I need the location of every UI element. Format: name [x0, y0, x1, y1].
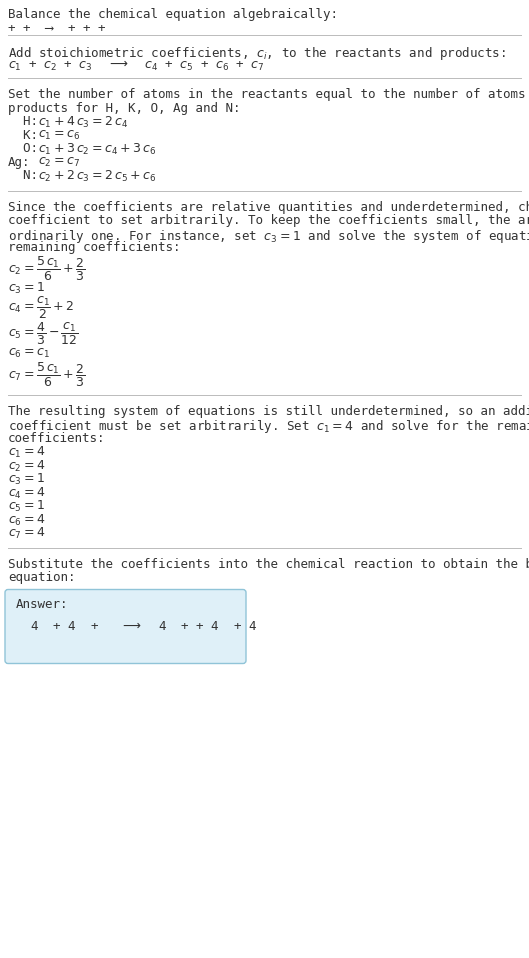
- Text: coefficients:: coefficients:: [8, 431, 105, 445]
- Text: remaining coefficients:: remaining coefficients:: [8, 241, 180, 254]
- Text: ordinarily one. For instance, set $c_3 = 1$ and solve the system of equations fo: ordinarily one. For instance, set $c_3 =…: [8, 227, 529, 244]
- Text: K:: K:: [8, 128, 38, 142]
- Text: Answer:: Answer:: [16, 599, 68, 611]
- FancyBboxPatch shape: [5, 589, 246, 664]
- Text: $c_1 = 4$: $c_1 = 4$: [8, 445, 45, 460]
- Text: + +  ⟶  + + +: + + ⟶ + + +: [8, 21, 105, 34]
- Text: $c_1 + 3\,c_2 = c_4 + 3\,c_6$: $c_1 + 3\,c_2 = c_4 + 3\,c_6$: [38, 142, 156, 157]
- Text: $c_2 = \dfrac{5\,c_1}{6} + \dfrac{2}{3}$: $c_2 = \dfrac{5\,c_1}{6} + \dfrac{2}{3}$: [8, 255, 86, 283]
- Text: Substitute the coefficients into the chemical reaction to obtain the balanced: Substitute the coefficients into the che…: [8, 558, 529, 571]
- Text: $c_6 = c_1$: $c_6 = c_1$: [8, 347, 50, 359]
- Text: The resulting system of equations is still underdetermined, so an additional: The resulting system of equations is sti…: [8, 404, 529, 418]
- Text: coefficient to set arbitrarily. To keep the coefficients small, the arbitrary va: coefficient to set arbitrarily. To keep …: [8, 214, 529, 227]
- Text: $c_2 + 2\,c_3 = 2\,c_5 + c_6$: $c_2 + 2\,c_3 = 2\,c_5 + c_6$: [38, 169, 156, 184]
- Text: O:: O:: [8, 142, 38, 155]
- Text: $c_1$ + $c_2$ + $c_3$  $\longrightarrow$  $c_4$ + $c_5$ + $c_6$ + $c_7$: $c_1$ + $c_2$ + $c_3$ $\longrightarrow$ …: [8, 58, 264, 73]
- Text: Balance the chemical equation algebraically:: Balance the chemical equation algebraica…: [8, 8, 338, 21]
- Text: products for H, K, O, Ag and N:: products for H, K, O, Ag and N:: [8, 102, 241, 115]
- Text: $c_6 = 4$: $c_6 = 4$: [8, 513, 45, 528]
- Text: $c_4 = \dfrac{c_1}{2} + 2$: $c_4 = \dfrac{c_1}{2} + 2$: [8, 294, 75, 321]
- Text: $c_1 = c_6$: $c_1 = c_6$: [38, 128, 80, 142]
- Text: $c_4 = 4$: $c_4 = 4$: [8, 486, 45, 501]
- Text: $c_7 = 4$: $c_7 = 4$: [8, 526, 45, 541]
- Text: $c_5 = 1$: $c_5 = 1$: [8, 499, 45, 514]
- Text: coefficient must be set arbitrarily. Set $c_1 = 4$ and solve for the remaining: coefficient must be set arbitrarily. Set…: [8, 418, 529, 435]
- Text: N:: N:: [8, 169, 38, 182]
- Text: $c_5 = \dfrac{4}{3} - \dfrac{c_1}{12}$: $c_5 = \dfrac{4}{3} - \dfrac{c_1}{12}$: [8, 321, 79, 347]
- Text: Set the number of atoms in the reactants equal to the number of atoms in the: Set the number of atoms in the reactants…: [8, 88, 529, 101]
- Text: $c_2 = c_7$: $c_2 = c_7$: [38, 155, 80, 169]
- Text: $c_3 = 1$: $c_3 = 1$: [8, 472, 45, 487]
- Text: $c_3 = 1$: $c_3 = 1$: [8, 281, 45, 296]
- Text: Ag:: Ag:: [8, 155, 31, 169]
- Text: $c_7 = \dfrac{5\,c_1}{6} + \dfrac{2}{3}$: $c_7 = \dfrac{5\,c_1}{6} + \dfrac{2}{3}$: [8, 360, 86, 389]
- Text: Add stoichiometric coefficients, $c_i$, to the reactants and products:: Add stoichiometric coefficients, $c_i$, …: [8, 45, 506, 62]
- Text: $c_1 + 4\,c_3 = 2\,c_4$: $c_1 + 4\,c_3 = 2\,c_4$: [38, 115, 128, 130]
- Text: H:: H:: [8, 115, 38, 128]
- Text: $c_2 = 4$: $c_2 = 4$: [8, 459, 45, 473]
- Text: Since the coefficients are relative quantities and underdetermined, choose a: Since the coefficients are relative quan…: [8, 200, 529, 214]
- Text: 4  + 4  +   $\longrightarrow$  4  + + 4  + 4: 4 + 4 + $\longrightarrow$ 4 + + 4 + 4: [30, 621, 258, 633]
- Text: equation:: equation:: [8, 571, 76, 584]
